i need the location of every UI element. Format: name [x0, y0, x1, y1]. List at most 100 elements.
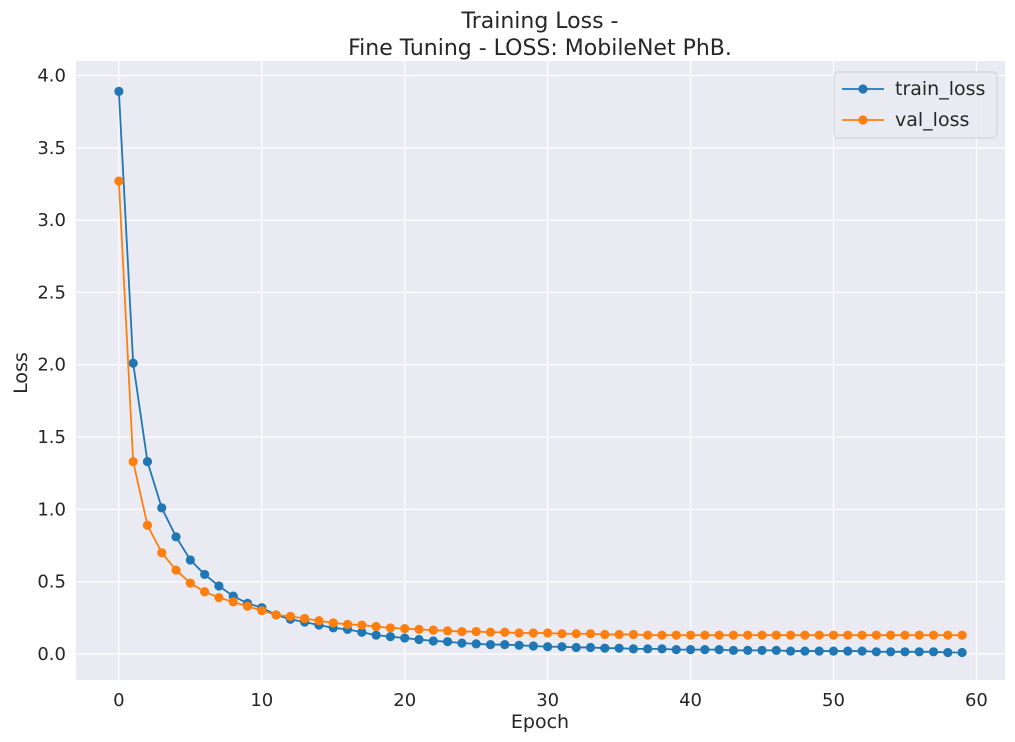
y-tick-label: 0.5 [37, 572, 66, 593]
data-point [428, 625, 438, 635]
data-point [471, 639, 481, 649]
data-point [142, 457, 153, 467]
data-point [928, 647, 939, 657]
data-point [871, 630, 881, 640]
data-point [257, 605, 267, 616]
data-point [500, 627, 510, 637]
data-point [671, 630, 681, 640]
data-point [543, 628, 553, 638]
y-axis-ticks: 0.0 0.5 1.0 1.5 2.0 2.5 3.0 3.5 4.0 [37, 65, 66, 665]
data-point [228, 597, 238, 607]
data-point [886, 647, 896, 657]
data-point [886, 630, 896, 640]
data-point [443, 637, 453, 647]
data-point [857, 630, 867, 640]
data-point [171, 532, 181, 542]
data-point [400, 624, 410, 634]
data-point [357, 620, 367, 630]
data-point [828, 646, 839, 656]
data-point [714, 630, 724, 640]
x-tick-label: 30 [536, 690, 559, 711]
data-point [528, 628, 538, 638]
data-point [514, 640, 524, 650]
legend-label: train_loss [895, 78, 985, 100]
data-point [700, 630, 710, 640]
data-point [786, 630, 796, 640]
data-point [214, 592, 224, 603]
data-point [171, 565, 181, 575]
data-point [328, 618, 338, 628]
data-point [743, 630, 753, 640]
plot-area [76, 61, 1005, 680]
legend-item-train_loss: train_loss [842, 78, 985, 100]
data-point [157, 548, 167, 558]
data-point [371, 621, 381, 632]
data-point [685, 645, 696, 655]
data-point [400, 633, 410, 643]
data-point [571, 642, 581, 653]
data-point [843, 630, 853, 640]
data-point [271, 610, 281, 620]
legend-item-val_loss: val_loss [842, 109, 969, 131]
y-tick-label: 3.0 [37, 210, 66, 231]
data-point [771, 630, 781, 640]
data-point [671, 645, 681, 655]
x-tick-label: 50 [822, 690, 845, 711]
data-point [528, 641, 538, 651]
data-point [600, 643, 610, 653]
data-point [643, 644, 653, 654]
y-tick-label: 2.0 [37, 355, 66, 376]
x-tick-label: 0 [113, 690, 124, 711]
data-point [771, 645, 781, 655]
y-tick-label: 1.5 [37, 427, 66, 448]
data-point [914, 630, 924, 640]
data-point [928, 630, 939, 640]
data-point [714, 645, 724, 655]
x-tick-label: 20 [393, 690, 416, 711]
data-point [514, 628, 524, 638]
data-point [585, 629, 596, 639]
data-point [657, 644, 667, 654]
y-tick-label: 0.0 [37, 644, 66, 665]
data-point [414, 634, 424, 645]
x-axis-ticks: 0 10 20 30 40 50 60 [113, 690, 988, 711]
data-point [814, 646, 824, 656]
y-tick-label: 2.5 [37, 282, 66, 303]
data-point [543, 642, 553, 652]
data-point [357, 627, 367, 637]
y-tick-label: 1.0 [37, 499, 66, 520]
grid-lines [76, 61, 1005, 680]
data-point [128, 457, 138, 467]
data-point [371, 630, 381, 640]
data-point [142, 520, 153, 530]
data-point [214, 581, 224, 591]
data-point [457, 638, 467, 648]
data-point [557, 629, 567, 639]
data-point [757, 630, 767, 640]
data-point [414, 624, 424, 634]
data-point [800, 646, 810, 656]
series-val_loss [114, 176, 967, 640]
data-point [685, 630, 696, 640]
data-point [385, 632, 396, 642]
data-point [614, 643, 624, 653]
legend-marker [858, 84, 868, 94]
data-point [428, 636, 438, 646]
data-point [943, 647, 953, 658]
chart-title-line2: Fine Tuning - LOSS: MobileNet PhB. [348, 36, 732, 61]
data-point [657, 630, 667, 640]
data-point [900, 630, 910, 640]
data-point [585, 642, 596, 653]
legend-marker [858, 115, 868, 125]
data-point [700, 645, 710, 655]
data-point [728, 630, 739, 640]
data-point [471, 626, 481, 637]
x-axis-label: Epoch [511, 711, 569, 733]
data-point [800, 630, 810, 640]
data-point [114, 86, 124, 96]
data-point [200, 587, 210, 597]
chart-title-line1: Training Loss - [461, 9, 619, 34]
data-point [614, 629, 624, 640]
data-point [157, 503, 167, 513]
